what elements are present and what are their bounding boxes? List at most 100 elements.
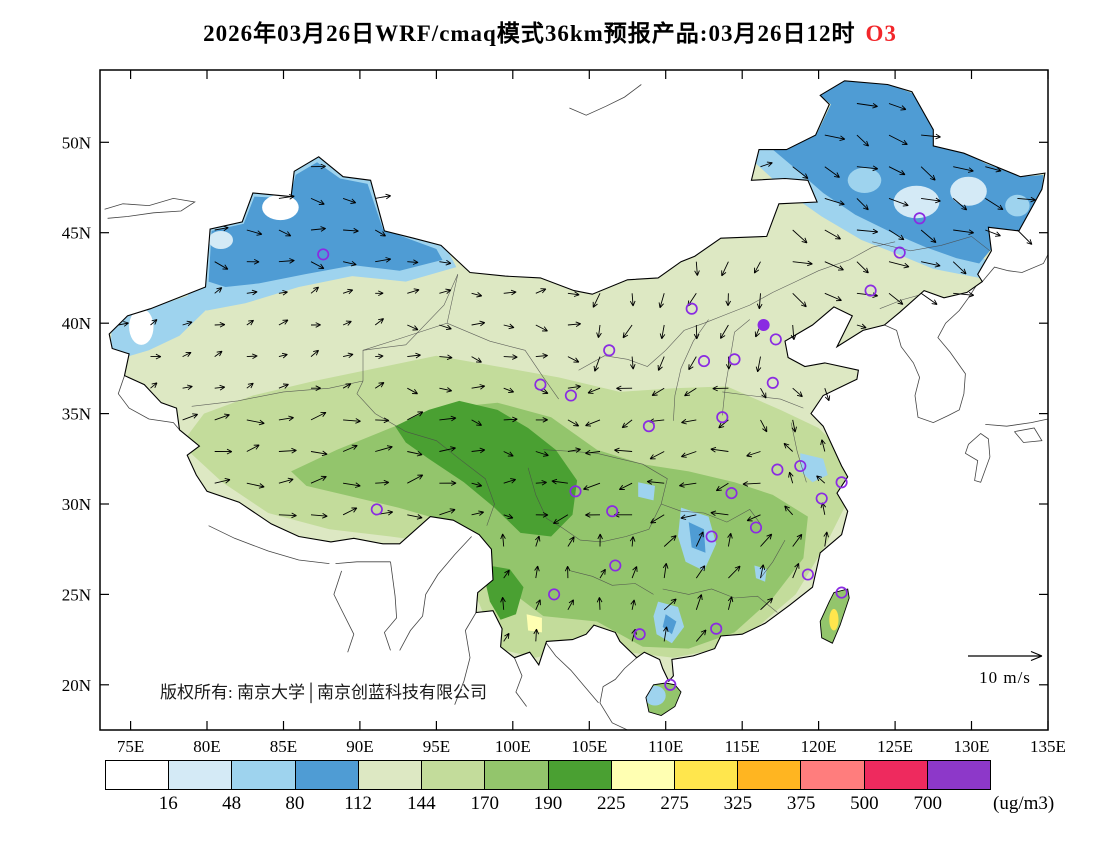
colorbar-cell xyxy=(169,761,233,789)
wind-arrow xyxy=(343,418,361,424)
wind-arrow xyxy=(695,531,704,547)
wind-arrow xyxy=(710,446,729,453)
wind-arrow xyxy=(553,514,569,525)
wind-arrow xyxy=(439,324,452,331)
neighbor-boundary xyxy=(208,525,330,564)
province-boundary xyxy=(673,319,709,421)
province-boundary xyxy=(570,570,654,595)
wind-arrow xyxy=(567,599,574,611)
wind-arrow xyxy=(439,259,452,266)
city-marker xyxy=(893,246,906,259)
lon-tick-label: 75E xyxy=(117,737,144,756)
neighbor-boundary xyxy=(454,612,477,705)
wind-arrow xyxy=(985,229,1001,237)
wind-arrow xyxy=(310,450,328,457)
colorbar-cell xyxy=(611,761,675,789)
neighbor-boundary xyxy=(599,657,637,731)
wind-arrow xyxy=(535,353,548,359)
province-boundary xyxy=(661,503,761,525)
city-marker xyxy=(757,318,770,332)
wind-arrow xyxy=(214,477,231,484)
wind-arrow xyxy=(535,451,549,457)
wind-arrow xyxy=(792,166,809,179)
wind-arrow xyxy=(439,446,456,452)
wind-arrow xyxy=(727,596,734,610)
wind-arrow xyxy=(630,356,636,370)
wind-arrow xyxy=(471,419,482,426)
neighbor-boundary xyxy=(1014,427,1043,443)
city-marker xyxy=(710,622,723,635)
wind-arrow xyxy=(567,384,581,390)
wind-arrow xyxy=(824,134,846,142)
lat-tick-label: 20N xyxy=(62,676,91,695)
colorbar-cell xyxy=(548,761,612,789)
wind-arrow xyxy=(790,324,797,341)
wind-arrow xyxy=(585,419,601,427)
wind-arrow xyxy=(375,257,392,263)
wind-arrow xyxy=(649,451,665,460)
wind-arrow xyxy=(246,229,263,236)
wind-arrow xyxy=(471,320,486,327)
wind-arrow xyxy=(824,388,831,402)
wind-arrow xyxy=(618,482,633,491)
wind-arrow xyxy=(310,163,326,170)
wind-arrow xyxy=(728,565,741,579)
wind-arrow xyxy=(596,324,602,338)
wind-arrow xyxy=(535,599,541,610)
wind-arrow xyxy=(214,448,233,455)
wind-arrow xyxy=(663,626,669,642)
city-marker xyxy=(548,588,561,601)
neighbor-boundary xyxy=(104,197,196,219)
wind-arrow xyxy=(374,318,385,326)
field-patch-190-225 xyxy=(395,400,578,537)
wind-arrow xyxy=(629,293,636,307)
city-marker xyxy=(697,355,711,368)
neighbor-boundary xyxy=(335,561,391,564)
wind-arrow xyxy=(953,166,974,173)
wind-scale-arrow xyxy=(968,650,1043,662)
wind-arrow xyxy=(727,532,733,547)
wind-arrow xyxy=(214,287,223,294)
colorbar-cell xyxy=(106,761,170,789)
wind-arrow xyxy=(150,319,158,326)
lon-tick-label: 105E xyxy=(571,737,607,756)
wind-arrow xyxy=(439,387,453,393)
wind-arrow xyxy=(310,475,327,484)
neighbor-boundary xyxy=(383,561,398,651)
colorbar-cell xyxy=(358,761,423,789)
wind-arrow xyxy=(599,568,606,579)
field-patch-80-112 xyxy=(688,522,706,553)
wind-arrow xyxy=(471,384,486,390)
wind-arrow xyxy=(856,323,867,330)
city-marker xyxy=(685,302,698,315)
neighbor-boundary xyxy=(399,536,472,651)
wind-arrow xyxy=(551,478,568,485)
wind-arrow xyxy=(246,289,258,296)
wind-arrow xyxy=(567,291,580,297)
lon-tick-label: 120E xyxy=(801,737,837,756)
wind-arrow xyxy=(659,324,666,340)
hainan-outline xyxy=(645,682,682,716)
province-boundary xyxy=(578,241,896,371)
field-spot xyxy=(129,308,154,345)
wind-arrow xyxy=(407,324,419,331)
wind-arrow xyxy=(756,293,763,310)
city-marker xyxy=(716,411,729,424)
lon-tick-label: 85E xyxy=(270,737,297,756)
city-marker xyxy=(728,353,741,366)
city-marker xyxy=(864,284,877,297)
wind-arrow xyxy=(246,258,260,265)
wind-arrow xyxy=(592,293,601,308)
colorbar-cell xyxy=(864,761,928,789)
wind-arrow xyxy=(684,387,697,397)
neighbor-boundary xyxy=(884,283,979,424)
wind-arrow xyxy=(824,166,840,178)
wind-arrow xyxy=(888,292,904,305)
wind-arrow xyxy=(567,447,581,453)
wind-arrow xyxy=(343,260,357,267)
wind-arrow xyxy=(784,505,794,516)
neighbor-boundary xyxy=(514,657,527,707)
wind-arrow xyxy=(503,416,518,423)
wind-arrow xyxy=(985,166,1002,173)
